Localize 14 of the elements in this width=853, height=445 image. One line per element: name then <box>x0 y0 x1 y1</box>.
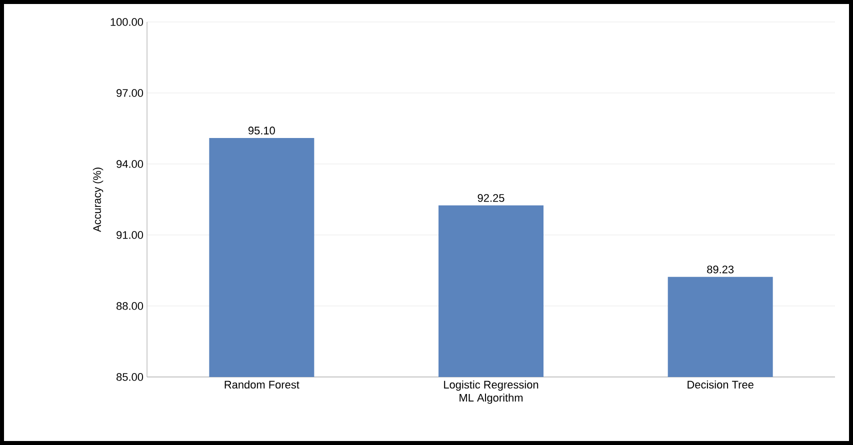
data-label: 95.10 <box>248 126 275 134</box>
y-tick-label: 100.00 <box>110 18 144 26</box>
x-tick-label: Logistic Regression <box>444 380 538 391</box>
y-tick-label: 94.00 <box>116 160 144 168</box>
x-tick-label: Random Forest <box>224 380 300 389</box>
y-tick-label: 85.00 <box>116 373 144 381</box>
x-tick-label: Decision Tree <box>688 380 754 389</box>
y-tick-label: 88.00 <box>116 302 144 310</box>
data-label: 89.23 <box>707 266 734 274</box>
y-tick-label: 91.00 <box>116 231 144 239</box>
data-label: 92.25 <box>478 194 504 202</box>
y-axis-title: Accuracy (%) <box>92 168 104 232</box>
x-axis-title: ML Algorithm <box>460 394 523 404</box>
y-tick-label: 97.00 <box>116 89 144 97</box>
